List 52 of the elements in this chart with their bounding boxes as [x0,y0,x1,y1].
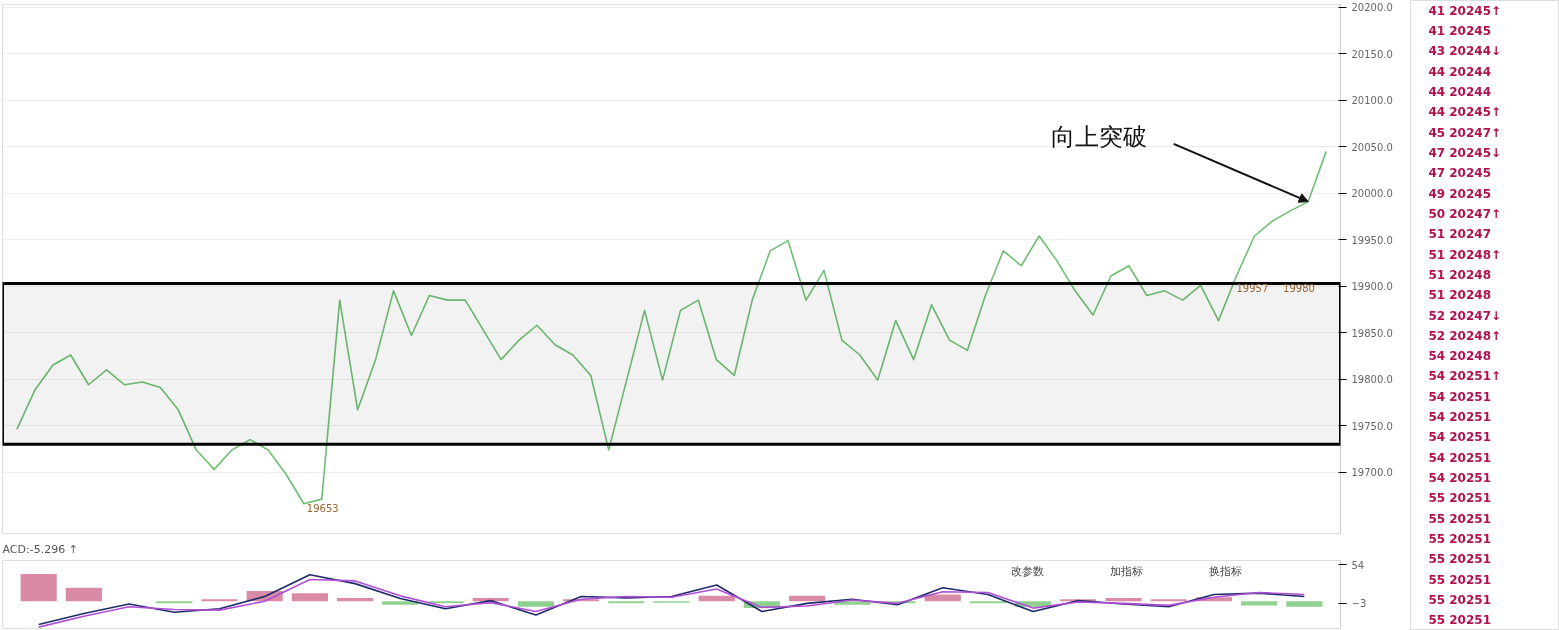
text: 51 20248 [1428,288,1492,303]
y-tick-label: 19800.0 [1351,374,1393,386]
y-tick-label: −3 [1351,598,1367,610]
y-tick-label: 19750.0 [1351,420,1393,432]
text: 55 20251 [1428,511,1492,526]
text: 55 20251 [1428,572,1492,587]
text: 55 20251 [1428,532,1492,547]
y-tick-label: 20150.0 [1351,48,1393,60]
text: 54 20251 [1428,430,1492,445]
text: 52 20247↓ [1428,308,1502,323]
y-tick-label: 20200.0 [1351,2,1393,14]
text: 54 20251 [1428,410,1492,425]
text: 54 20251↑ [1428,369,1502,384]
text: 45 20247↑ [1428,125,1502,140]
text: 50 20247↑ [1428,206,1502,221]
text: 55 20251 [1428,552,1492,567]
annotation: 换指标 [1209,564,1243,578]
text: 41 20245↑ [1428,3,1502,18]
annotation: 向上突破 [1050,122,1147,151]
text: 52 20248↑ [1428,328,1502,343]
text: 51 20248 [1428,267,1492,282]
text: 47 20245↓ [1428,145,1502,160]
text: 54 20251 [1428,389,1492,404]
annotation: 19980 [1283,283,1315,294]
y-tick-label: 20100.0 [1351,95,1393,107]
text: 51 20247 [1428,227,1492,242]
annotation: 改参数 [1010,564,1044,578]
text: 55 20251 [1428,491,1492,506]
y-tick-label: 19900.0 [1351,281,1393,293]
text: 54 20251 [1428,471,1492,486]
text: 47 20245 [1428,166,1492,181]
y-tick-label: 54 [1351,559,1365,571]
y-tick-label: 19950.0 [1351,234,1393,246]
text: 54 20248 [1428,349,1492,364]
annotation: 加指标 [1109,564,1143,578]
text: 55 20251 [1428,593,1492,608]
text: 49 20245 [1428,186,1492,201]
text: 55 20251 [1428,613,1492,628]
text: 44 20244 [1428,84,1492,99]
text: 54 20251 [1428,450,1492,465]
y-tick-label: 20000.0 [1351,188,1393,200]
text: 43 20244↓ [1428,44,1502,59]
annotation: 19957 [1236,283,1269,294]
text: 44 20244 [1428,64,1492,79]
annotation: 19653 [306,502,339,514]
text: 51 20248↑ [1428,247,1502,262]
text: 41 20245 [1428,23,1492,38]
y-tick-label: 19700.0 [1351,467,1393,479]
y-tick-label: 19850.0 [1351,327,1393,339]
chart-title: ACD:-5.296 ↑ [2,542,78,556]
y-tick-label: 20050.0 [1351,141,1393,153]
text: 44 20245↑ [1428,105,1502,120]
